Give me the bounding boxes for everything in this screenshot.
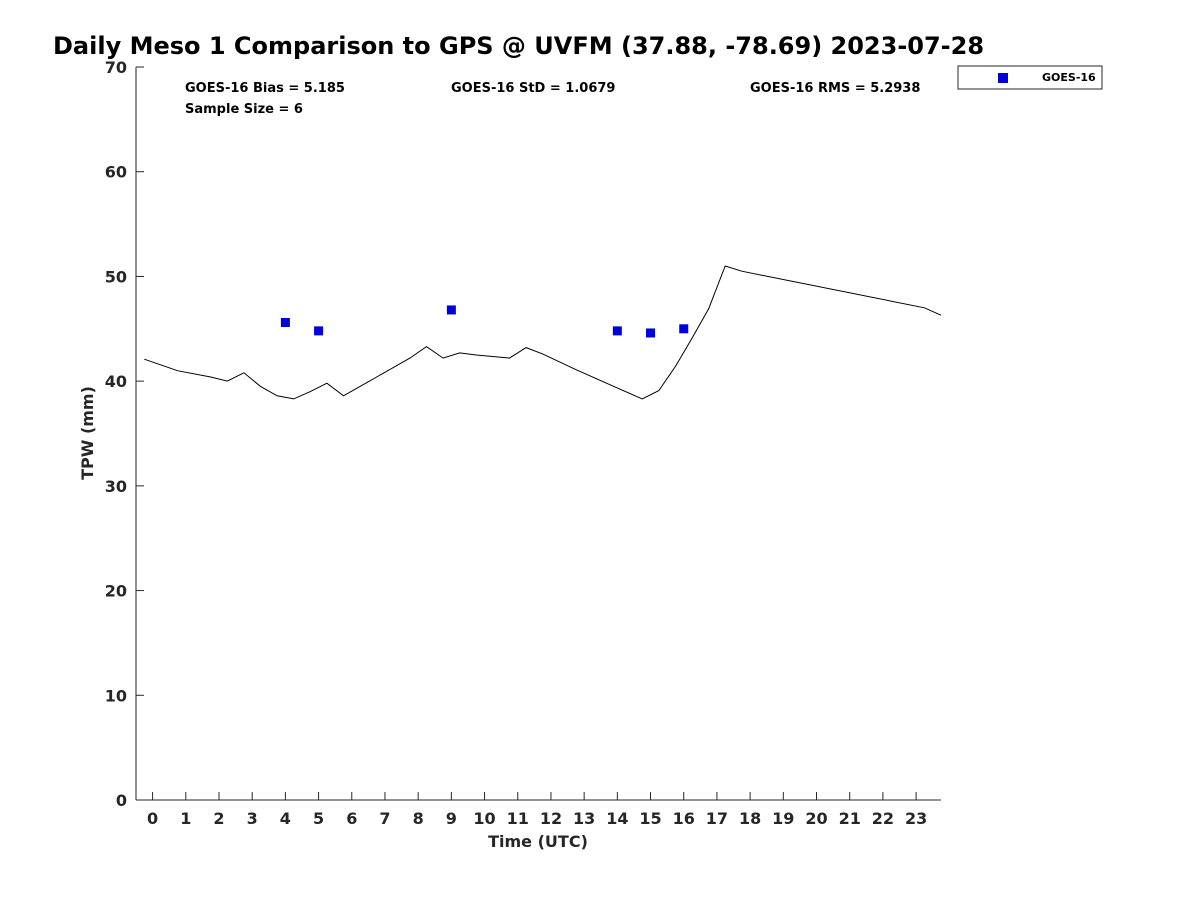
bias-stat: GOES-16 Bias = 5.185 [185, 81, 345, 96]
x-tick-label: 16 [673, 809, 695, 828]
x-tick-label: 9 [446, 809, 457, 828]
goes16-point [612, 326, 622, 336]
x-tick-label: 4 [280, 809, 291, 828]
y-tick-label: 30 [105, 477, 127, 496]
x-tick-label: 0 [147, 809, 158, 828]
x-tick-label: 18 [739, 809, 761, 828]
std-stat: GOES-16 StD = 1.0679 [451, 81, 615, 96]
gps-tpw-line [144, 265, 942, 400]
x-tick-label: 7 [379, 809, 390, 828]
x-tick-label: 8 [413, 809, 424, 828]
x-axis-label: Time (UTC) [488, 832, 588, 851]
y-tick-label: 60 [105, 163, 127, 182]
goes16-point [280, 318, 290, 328]
x-tick-label: 22 [872, 809, 894, 828]
x-tick-label: 5 [313, 809, 324, 828]
x-tick-label: 15 [639, 809, 661, 828]
chart-title: Daily Meso 1 Comparison to GPS @ UVFM (3… [53, 32, 984, 60]
legend-marker-goes16 [998, 73, 1008, 83]
y-tick-label: 0 [116, 791, 127, 810]
legend: GOES-16 [957, 65, 1103, 90]
x-tick-label: 20 [805, 809, 827, 828]
x-tick-label: 23 [905, 809, 927, 828]
y-tick-label: 20 [105, 582, 127, 601]
x-tick-label: 19 [772, 809, 794, 828]
x-tick-label: 1 [180, 809, 191, 828]
sample-size-stat: Sample Size = 6 [185, 102, 303, 117]
legend-box [957, 65, 1103, 90]
x-ticks: 0 1 2 3 4 5 6 7 8 9 10 11 12 13 14 15 16 17 18 19 20 21 22 23 [147, 792, 927, 828]
x-tick-label: 17 [706, 809, 728, 828]
y-tick-label: 70 [105, 58, 127, 77]
plot-axes [135, 67, 941, 801]
goes16-point [646, 328, 656, 338]
x-tick-label: 10 [473, 809, 495, 828]
x-tick-label: 6 [346, 809, 357, 828]
x-tick-label: 21 [839, 809, 861, 828]
x-tick-label: 11 [507, 809, 529, 828]
goes16-point [679, 324, 689, 334]
goes16-point [314, 326, 324, 336]
legend-label-goes16: GOES-16 [1042, 71, 1096, 84]
y-tick-label: 10 [105, 686, 127, 705]
y-ticks: 0 10 20 30 40 50 60 70 [105, 58, 144, 810]
goes16-point [446, 305, 456, 315]
y-tick-label: 50 [105, 267, 127, 286]
y-axis-label: TPW (mm) [78, 386, 97, 480]
series-layer [144, 265, 942, 400]
x-tick-label: 3 [247, 809, 258, 828]
x-tick-label: 13 [573, 809, 595, 828]
x-tick-label: 12 [540, 809, 562, 828]
y-tick-label: 40 [105, 372, 127, 391]
rms-stat: GOES-16 RMS = 5.2938 [750, 81, 920, 96]
x-tick-label: 14 [606, 809, 628, 828]
x-tick-label: 2 [213, 809, 224, 828]
